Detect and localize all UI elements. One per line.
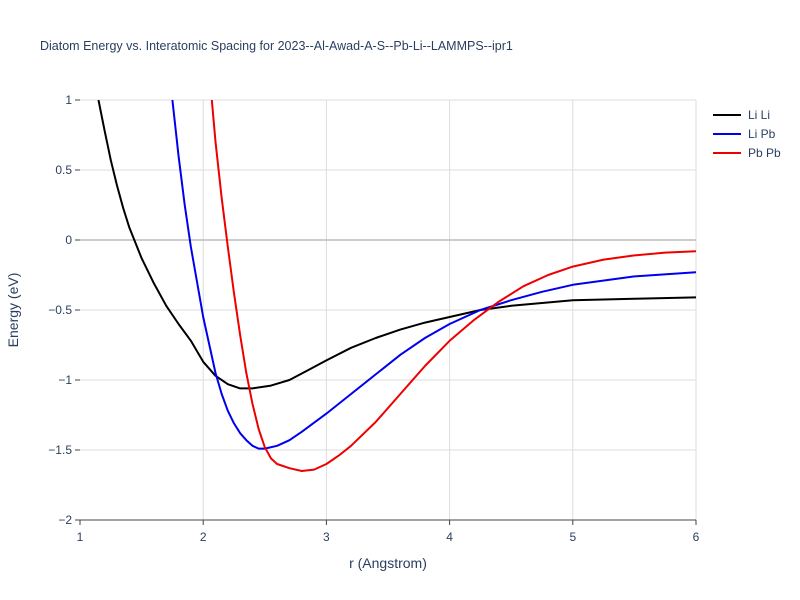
grid [80,99,697,520]
x-tick-label: 6 [693,530,700,544]
x-tick-label: 3 [323,530,330,544]
legend-label: Li Pb [748,127,776,141]
series-line-pb-pb [210,100,696,472]
y-tick-label: −1.5 [48,443,72,457]
y-tick-label: −2 [58,513,72,527]
y-tick-label: −0.5 [48,303,72,317]
x-tick-labels: 1 2 3 4 5 6 [77,520,700,544]
legend-label: Li Li [748,108,770,122]
y-tick-labels: 1 0.5 0 −0.5 −1 −1.5 −2 [48,93,80,527]
y-tick-label: 0.5 [55,163,72,177]
legend[interactable]: Li Li Li Pb Pb Pb [713,108,781,160]
legend-item-pb-pb[interactable]: Pb Pb [713,146,781,160]
y-tick-label: −1 [58,373,72,387]
y-tick-label: 1 [65,93,72,107]
x-tick-label: 5 [569,530,576,544]
y-axis-label: Energy (eV) [5,273,21,348]
legend-item-li-li[interactable]: Li Li [713,108,770,122]
x-axis-label: r (Angstrom) [349,555,427,571]
x-tick-label: 1 [77,530,84,544]
x-tick-label: 2 [200,530,207,544]
x-tick-label: 4 [446,530,453,544]
series-lines [97,100,696,472]
y-tick-label: 0 [65,233,72,247]
legend-label: Pb Pb [748,146,781,160]
chart-title: Diatom Energy vs. Interatomic Spacing fo… [40,39,513,53]
legend-item-li-pb[interactable]: Li Pb [713,127,776,141]
